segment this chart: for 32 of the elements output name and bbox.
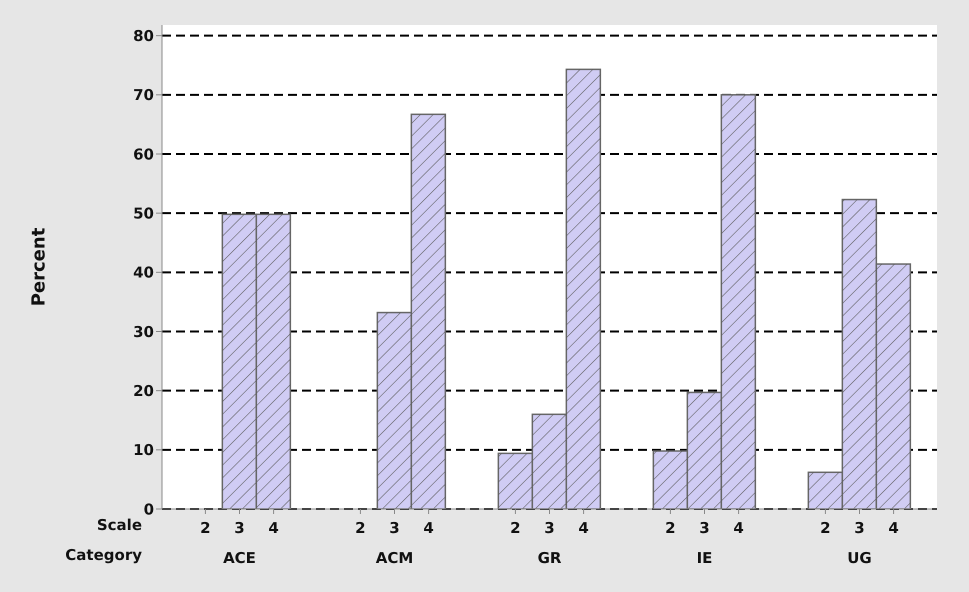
x-axis-title: Category: [65, 546, 142, 564]
text: 2: [200, 519, 211, 537]
text: 3: [854, 519, 865, 537]
y-tick-label: 60: [133, 145, 154, 164]
text: 4: [423, 519, 434, 537]
y-tick-label: 40: [133, 264, 154, 282]
x-tick-label: GR: [538, 549, 562, 567]
y-tick-label: 0: [144, 500, 154, 518]
text: 3: [389, 519, 400, 537]
text: 4: [888, 519, 899, 537]
text: 2: [355, 519, 366, 537]
series-label: 3: [234, 519, 245, 537]
x-tick-label: ACE: [223, 549, 256, 567]
series-label: 4: [268, 519, 279, 537]
y-tick-label: 10: [133, 441, 154, 460]
y-tick-label: 80: [133, 26, 154, 45]
text: 3: [544, 519, 555, 537]
y-tick-label: 30: [133, 322, 154, 341]
text: 2: [665, 519, 676, 537]
y-tick-label: 70: [133, 86, 154, 104]
text: Scale: [96, 516, 142, 534]
text: 4: [733, 519, 744, 537]
y-tick-label: 50: [133, 204, 154, 222]
series-label: 2: [510, 519, 521, 537]
text: 4: [578, 519, 589, 537]
y-tick-label: 20: [133, 382, 154, 400]
text: 3: [699, 519, 710, 537]
text: 2: [820, 519, 831, 537]
x-tick-label: ACM: [376, 549, 414, 567]
x-tick-label: IE: [696, 549, 712, 567]
x-tick-label: UG: [847, 549, 872, 567]
y-axis-title: Percent: [28, 227, 50, 306]
